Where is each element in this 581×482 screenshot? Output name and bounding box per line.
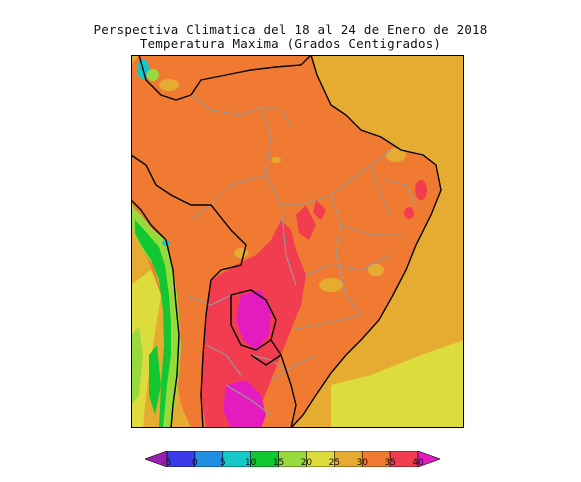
state-borders (185, 94, 417, 416)
very-hot-core (236, 290, 271, 350)
temperature-colorbar (145, 451, 440, 467)
map-subtitle: Temperatura Maxima (Grados Centigrados) (139, 36, 442, 51)
warm-patch (234, 248, 248, 258)
warm-patch (415, 180, 427, 200)
colorbar-tick-label: -5 (162, 458, 172, 468)
colorbar-tick-label: 0 (192, 458, 198, 468)
andes-cold (135, 220, 171, 428)
colorbar-tick-label: 30 (356, 458, 368, 468)
pacific-cool (131, 327, 143, 405)
map-title: Perspectiva Climatica del 18 al 24 de En… (93, 22, 488, 37)
colorbar-tick-label: 25 (328, 458, 341, 468)
hot-region (296, 205, 316, 240)
colorbar-tick-label: 35 (384, 458, 396, 468)
map-frame-border (131, 55, 464, 428)
warm-patch (368, 264, 384, 276)
warm-patch (319, 278, 343, 292)
colorbar-tick-label: 40 (412, 458, 424, 468)
warm-patch (386, 148, 406, 162)
warm-patch (159, 79, 179, 91)
colorbar-tick-label: 5 (219, 458, 226, 468)
temperature-map (131, 55, 464, 428)
mild-patch (147, 69, 159, 81)
country-borders (131, 55, 442, 428)
warm-patch (404, 207, 414, 219)
colorbar-tick-label: 10 (244, 458, 257, 468)
colorbar-cell (417, 451, 440, 467)
colorbar-tick-label: 20 (300, 458, 313, 468)
hot-region (313, 200, 326, 220)
very-hot-core (223, 380, 266, 428)
andes-cold (149, 345, 161, 415)
ocean-south-mild (331, 340, 464, 428)
colorbar-tick-label: 15 (272, 458, 285, 468)
warm-patch (271, 157, 281, 163)
